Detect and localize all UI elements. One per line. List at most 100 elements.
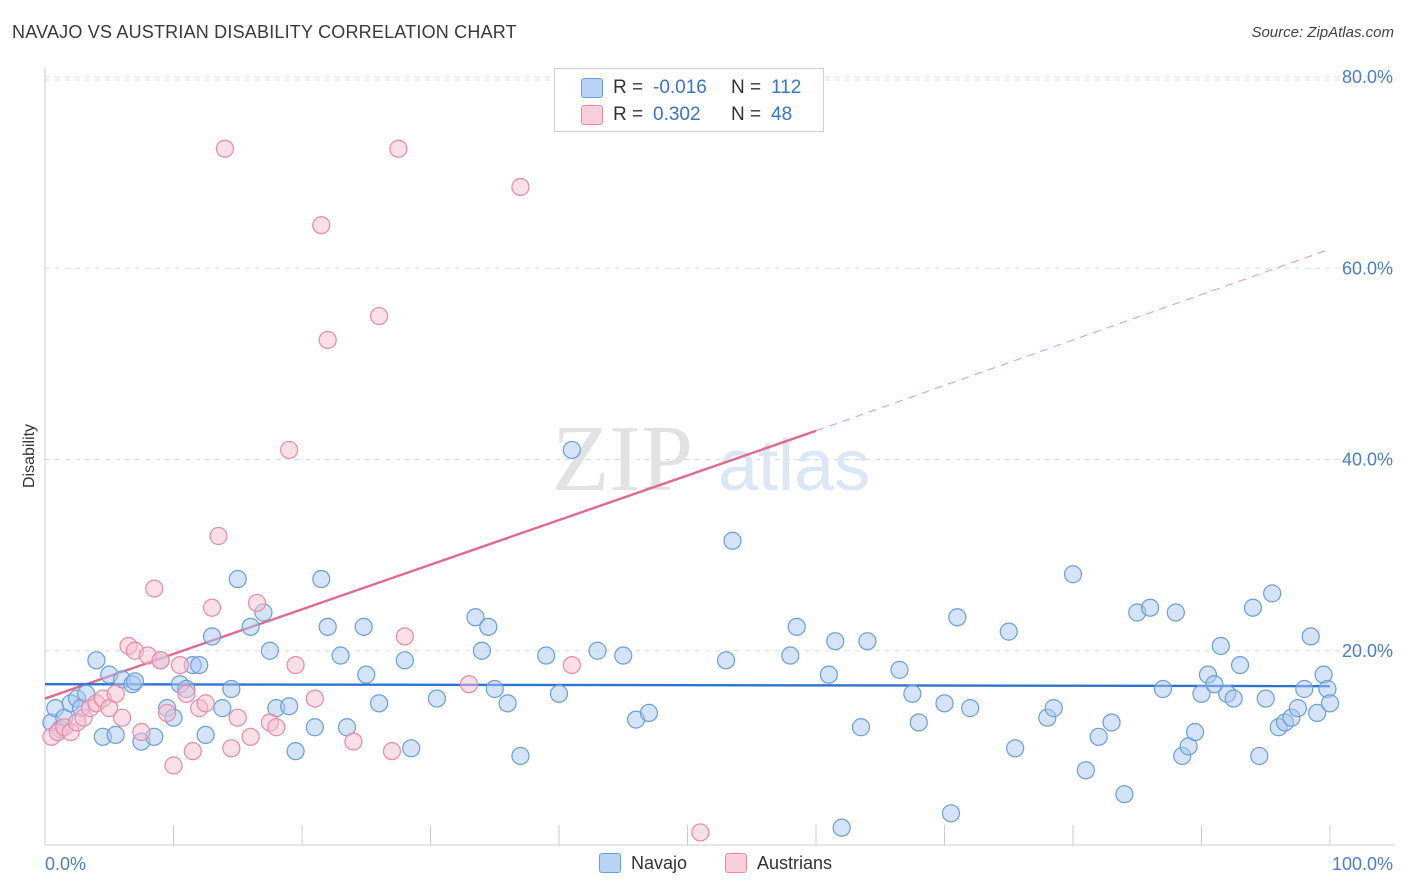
- navajo-point: [1044, 699, 1063, 718]
- navajo-point: [935, 694, 954, 713]
- navajo-point: [280, 697, 299, 716]
- austrian-point: [382, 742, 402, 761]
- austrian-point: [209, 526, 228, 546]
- navajo-point: [1063, 565, 1083, 584]
- navajo-point: [1153, 679, 1173, 699]
- navajo-point: [1250, 746, 1269, 766]
- legend-n-value: 112: [771, 77, 802, 98]
- navajo-point: [427, 689, 447, 708]
- navajo-point: [1006, 739, 1025, 758]
- navajo-swatch: [599, 853, 621, 873]
- navajo-point: [1224, 689, 1243, 708]
- navajo-point: [485, 679, 504, 699]
- legend-n-value: 48: [771, 104, 793, 125]
- navajo-point: [1301, 627, 1320, 646]
- legend-r-value: -0.016: [653, 77, 707, 98]
- legend-n-label: N =: [731, 77, 762, 98]
- navajo-point: [466, 608, 485, 627]
- austrian-trend-line: [44, 429, 817, 700]
- austrian-point: [305, 689, 324, 708]
- navajo-point: [890, 660, 909, 679]
- navajo-point: [196, 725, 215, 745]
- austrian-trend-extension: [815, 248, 1331, 432]
- austrian-point: [511, 177, 530, 197]
- tick-labels: 20.0% 40.0% 60.0% 80.0% 0.0% 100.0%: [45, 67, 1393, 874]
- austrian-point: [151, 651, 170, 670]
- trend-lines: [44, 248, 1331, 700]
- navajo-point: [357, 665, 376, 684]
- navajo-point: [260, 641, 279, 660]
- navajo-point: [479, 617, 498, 636]
- navajo-point: [948, 608, 967, 627]
- navajo-point: [1211, 636, 1230, 656]
- navajo-point: [723, 531, 742, 550]
- navajo-point: [1089, 727, 1108, 746]
- navajo-point: [1295, 679, 1314, 699]
- navajo-point: [1243, 598, 1263, 617]
- navajo-point: [312, 569, 331, 589]
- y-tick-label: 40.0%: [1342, 450, 1393, 470]
- austrian-point: [370, 306, 389, 326]
- y-tick-label: 60.0%: [1342, 258, 1393, 278]
- austrian-point: [145, 579, 164, 598]
- austrian-point: [183, 742, 202, 761]
- navajo-point: [331, 646, 350, 665]
- austrian-point: [267, 718, 286, 737]
- austrian-point: [318, 330, 337, 350]
- navajo-point: [716, 651, 736, 670]
- austrian-point: [562, 655, 581, 675]
- austrian-point: [228, 708, 247, 727]
- watermark-zip: ZIP: [552, 407, 693, 511]
- navajo-point: [1115, 785, 1134, 804]
- austrian-point: [247, 593, 267, 613]
- navajo-swatch: [581, 78, 603, 98]
- navajo-point: [909, 713, 928, 732]
- navajo-point: [87, 651, 106, 670]
- austrian-point: [132, 722, 151, 742]
- navajo-point: [1263, 584, 1282, 603]
- austrian-point: [157, 703, 177, 723]
- navajo-point: [1102, 713, 1121, 732]
- austrian-point: [691, 823, 710, 842]
- navajo-point: [286, 742, 305, 761]
- navajo-point: [858, 632, 877, 651]
- bottom-legend-navajo-label: Navajo: [631, 853, 688, 873]
- austrian-point: [177, 684, 196, 703]
- navajo-point: [1076, 761, 1095, 780]
- austrian-point: [196, 694, 215, 713]
- navajo-point: [832, 818, 851, 837]
- y-tick-label: 80.0%: [1342, 67, 1393, 87]
- navajo-point: [851, 718, 871, 737]
- navajo-point: [511, 746, 530, 766]
- navajo-point: [370, 694, 389, 713]
- austrian-point: [241, 727, 260, 746]
- navajo-point: [125, 672, 145, 691]
- grid-lines: [45, 76, 1395, 652]
- austrian-point: [389, 139, 408, 158]
- navajo-point: [1140, 598, 1160, 617]
- navajo-point: [961, 699, 980, 718]
- chart-title: NAVAJO VS AUSTRIAN DISABILITY CORRELATIO…: [12, 22, 517, 42]
- navajo-point: [588, 641, 607, 660]
- navajo-point: [213, 699, 232, 718]
- navajo-point: [190, 655, 209, 675]
- austrian-point: [459, 675, 479, 694]
- navajo-trend-line: [44, 683, 1331, 688]
- legend-r-label: R =: [613, 77, 644, 98]
- austrians-swatch: [581, 105, 603, 125]
- austrian-point: [170, 655, 190, 675]
- austrian-point: [215, 139, 234, 158]
- x-tick-label-max: 100.0%: [1332, 854, 1393, 874]
- legend-r-value: 0.302: [653, 104, 701, 125]
- navajo-point: [202, 627, 222, 646]
- bottom-legend-austrians-label: Austrians: [757, 853, 833, 873]
- navajo-point: [1166, 603, 1185, 622]
- navajo-point: [781, 646, 800, 665]
- austrian-point: [222, 739, 241, 758]
- legend-n-label: N =: [731, 104, 762, 125]
- austrian-point: [280, 440, 299, 460]
- navajo-point: [305, 718, 324, 737]
- austrian-point: [395, 627, 414, 646]
- navajo-point: [614, 646, 633, 665]
